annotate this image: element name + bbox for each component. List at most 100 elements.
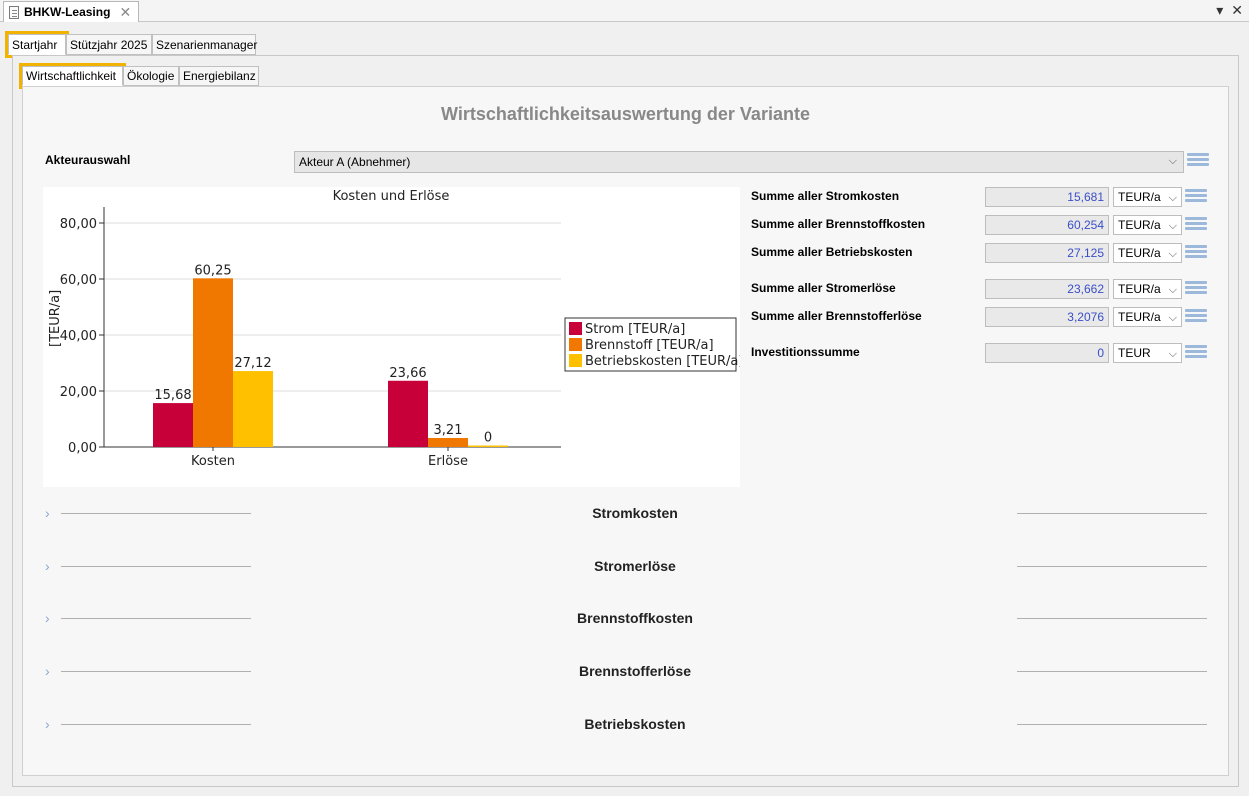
- section-title[interactable]: Betriebskosten: [584, 716, 686, 732]
- divider: [1017, 513, 1207, 514]
- chevron-down-icon: ⌵: [1168, 248, 1177, 260]
- sum-brennstofferloese-label: Summe aller Brennstofferlöse: [751, 309, 922, 323]
- section-title[interactable]: Brennstofferlöse: [578, 663, 692, 679]
- list-menu-icon[interactable]: [1185, 189, 1207, 206]
- tab-startjahr[interactable]: Startjahr: [5, 31, 69, 58]
- x-tick-label: Erlöse: [428, 454, 468, 469]
- data-label: 15,68: [154, 388, 191, 403]
- x-tick-label: Kosten: [191, 454, 235, 469]
- chevron-right-icon[interactable]: ›: [45, 610, 50, 626]
- chart-svg: Kosten und Erlöse 0,00 20,00 40,00 60,00 80,0…: [48, 189, 740, 469]
- window-controls: ▾ ✕: [1216, 2, 1243, 19]
- chevron-down-icon: ⌵: [1168, 220, 1177, 232]
- y-tick-label: 80,00: [60, 217, 97, 232]
- sum-brennstofferloese-value[interactable]: 3,2076: [985, 307, 1109, 327]
- sum-stromkosten-unit[interactable]: TEUR/a ⌵: [1113, 187, 1182, 207]
- list-menu-icon[interactable]: [1185, 345, 1207, 362]
- document-title: BHKW-Leasing: [24, 5, 111, 19]
- data-label: 27,12: [234, 356, 271, 371]
- akteur-label: Akteurauswahl: [45, 153, 131, 167]
- legend-swatch: [569, 338, 582, 351]
- chevron-right-icon[interactable]: ›: [45, 558, 50, 574]
- chart-kosten-erloese: Kosten und Erlöse 0,00 20,00 40,00 60,00 80,0…: [43, 187, 740, 487]
- sum-brennstoffkosten-value[interactable]: 60,254: [985, 215, 1109, 235]
- list-menu-icon[interactable]: [1185, 245, 1207, 262]
- sum-brennstoffkosten-label: Summe aller Brennstoffkosten: [751, 217, 926, 231]
- sum-brennstoffkosten-unit[interactable]: TEUR/a ⌵: [1113, 215, 1182, 235]
- chevron-right-icon[interactable]: ›: [45, 663, 50, 679]
- data-label: 0: [484, 431, 492, 446]
- section-title[interactable]: Stromkosten: [592, 505, 678, 521]
- chevron-down-icon: ⌵: [1168, 348, 1177, 360]
- chevron-down-icon: ⌵: [1168, 284, 1177, 296]
- bar: [388, 380, 428, 447]
- section-betriebskosten[interactable]: › Betriebskosten: [45, 714, 1210, 734]
- section-stromerloese[interactable]: › Stromerlöse: [45, 556, 1210, 576]
- data-label: 23,66: [389, 366, 426, 381]
- page-title: Wirtschaftlichkeitsauswertung der Varian…: [441, 104, 810, 124]
- sum-stromerloese-label: Summe aller Stromerlöse: [751, 281, 896, 295]
- investitionssumme-label: Investitionssumme: [751, 345, 860, 359]
- tab-wirtschaftlichkeit[interactable]: Wirtschaftlichkeit: [19, 63, 126, 89]
- bar: [428, 438, 468, 447]
- chevron-right-icon[interactable]: ›: [45, 716, 50, 732]
- chevron-right-icon[interactable]: ›: [45, 505, 50, 521]
- divider: [61, 513, 251, 514]
- data-label: 3,21: [434, 423, 463, 438]
- data-label: 60,25: [194, 263, 231, 278]
- list-menu-icon[interactable]: [1185, 281, 1207, 298]
- document-tab[interactable]: BHKW-Leasing ✕: [3, 1, 139, 22]
- legend-label: Betriebskosten [TEUR/a]: [585, 354, 740, 369]
- section-brennstofferloese[interactable]: › Brennstofferlöse: [45, 661, 1210, 681]
- divider: [1017, 566, 1207, 567]
- title-bar: BHKW-Leasing ✕ ▾ ✕: [0, 0, 1249, 22]
- main-tab-bar: Startjahr Stützjahr 2025 Szenarienmanage…: [5, 31, 257, 58]
- list-menu-icon[interactable]: [1187, 153, 1209, 170]
- legend-swatch: [569, 354, 582, 367]
- y-tick-label: 20,00: [60, 385, 97, 400]
- investitionssumme-value[interactable]: 0: [985, 343, 1109, 363]
- tab-oekologie[interactable]: Ökologie: [123, 66, 179, 86]
- list-menu-icon[interactable]: [1185, 217, 1207, 234]
- legend-swatch: [569, 322, 582, 335]
- bar: [193, 278, 233, 447]
- tab-szenarienmanager[interactable]: Szenarienmanager: [152, 34, 257, 55]
- divider: [1017, 618, 1207, 619]
- divider: [61, 618, 251, 619]
- sum-betriebskosten-value[interactable]: 27,125: [985, 243, 1109, 263]
- chevron-down-icon: ⌵: [1168, 312, 1177, 324]
- divider: [1017, 724, 1207, 725]
- chart-title: Kosten und Erlöse: [333, 189, 450, 204]
- section-brennstoffkosten[interactable]: › Brennstoffkosten: [45, 608, 1210, 628]
- section-stromkosten[interactable]: › Stromkosten: [45, 503, 1210, 523]
- section-title[interactable]: Stromerlöse: [594, 558, 676, 574]
- sum-stromerloese-value[interactable]: 23,662: [985, 279, 1109, 299]
- legend-box: [564, 317, 737, 372]
- bar: [233, 371, 273, 447]
- bar: [468, 445, 508, 447]
- sum-stromkosten-label: Summe aller Stromkosten: [751, 189, 900, 203]
- list-menu-icon[interactable]: [1185, 309, 1207, 326]
- y-axis-label: [TEUR/a]: [48, 290, 63, 347]
- y-tick-label: 40,00: [60, 329, 97, 344]
- akteur-selected-value: Akteur A (Abnehmer): [299, 155, 411, 169]
- sum-brennstofferloese-unit[interactable]: TEUR/a ⌵: [1113, 307, 1182, 327]
- akteur-select[interactable]: Akteur A (Abnehmer) ⌵: [294, 151, 1184, 173]
- close-window-icon[interactable]: ✕: [1231, 2, 1243, 18]
- sum-stromkosten-value[interactable]: 15,681: [985, 187, 1109, 207]
- sum-betriebskosten-label: Summe aller Betriebskosten: [751, 245, 913, 259]
- tab-stuetzjahr-2025[interactable]: Stützjahr 2025: [66, 34, 152, 55]
- close-tab-icon[interactable]: ✕: [119, 4, 132, 20]
- tab-energiebilanz[interactable]: Energiebilanz: [179, 66, 259, 86]
- legend-label: Strom [TEUR/a]: [585, 322, 685, 337]
- document-icon: [9, 5, 19, 19]
- section-title[interactable]: Brennstoffkosten: [577, 610, 693, 626]
- sum-stromerloese-unit[interactable]: TEUR/a ⌵: [1113, 279, 1182, 299]
- sum-betriebskosten-unit[interactable]: TEUR/a ⌵: [1113, 243, 1182, 263]
- pin-menu-icon[interactable]: ▾: [1216, 2, 1224, 18]
- y-tick-label: 0,00: [68, 441, 97, 456]
- investitionssumme-unit[interactable]: TEUR ⌵: [1113, 343, 1182, 363]
- y-tick-label: 60,00: [60, 273, 97, 288]
- divider: [61, 724, 251, 725]
- divider: [1017, 671, 1207, 672]
